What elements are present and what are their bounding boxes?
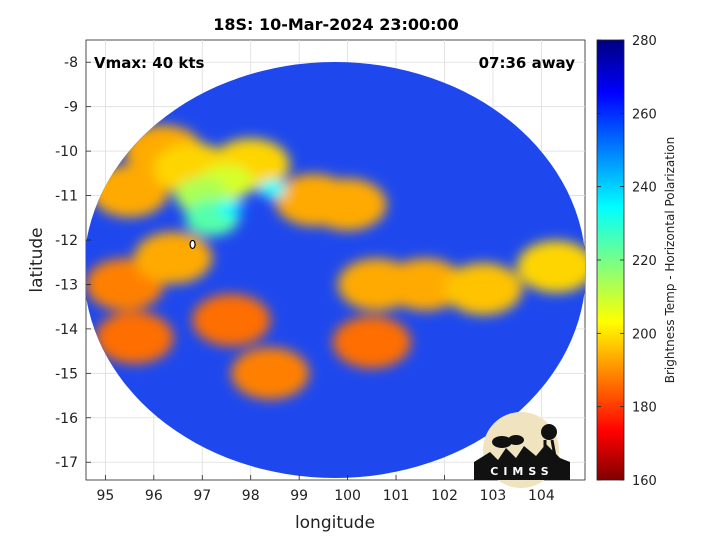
tb-feature <box>386 258 465 311</box>
colorbar-tick-label: 160 <box>632 474 657 489</box>
vmax-annotation: Vmax: 40 kts <box>94 54 204 72</box>
colorbar-tick-label: 180 <box>632 401 657 416</box>
tb-features <box>86 125 585 400</box>
storm-center-point <box>189 239 196 250</box>
x-tick-label: 96 <box>145 488 163 504</box>
y-tick-label: -11 <box>55 189 78 205</box>
tb-feature <box>308 178 387 231</box>
y-tick-label: -14 <box>55 322 78 338</box>
colorbar-tick-label: 240 <box>632 181 657 196</box>
x-tick-label: 99 <box>290 488 308 504</box>
y-tick-label: -15 <box>55 366 78 382</box>
tb-feature <box>95 311 174 364</box>
tb-feature <box>90 165 169 218</box>
x-tick-label: 100 <box>334 488 361 504</box>
x-tick-label: 103 <box>480 488 507 504</box>
colorbar-tick-label: 280 <box>632 34 657 49</box>
tb-feature <box>134 231 213 284</box>
y-tick-label: -17 <box>55 455 78 471</box>
time-away-annotation: 07:36 away <box>479 54 576 72</box>
chart-title: 18S: 10-Mar-2024 23:00:00 <box>213 15 459 34</box>
colorbar <box>596 39 625 481</box>
x-tick-label: 98 <box>242 488 260 504</box>
tb-feature <box>192 294 271 346</box>
x-tick-label: 97 <box>193 488 211 504</box>
tb-feature <box>259 179 287 198</box>
cimss-logo: CIMSS <box>474 412 570 488</box>
y-tick-label: -13 <box>55 277 78 293</box>
colorbar-tick-label: 200 <box>632 327 657 342</box>
y-tick-label: -9 <box>64 100 78 116</box>
y-tick-label: -16 <box>55 411 78 427</box>
storm-center-marker <box>189 239 196 250</box>
tb-feature <box>233 206 249 217</box>
colorbar-tick-label: 260 <box>632 107 657 122</box>
tb-feature <box>444 262 523 315</box>
colorbar-tick-label: 220 <box>632 254 657 269</box>
y-axis-label: latitude <box>27 227 47 292</box>
x-axis-ticks: 95 96 97 98 99 100 101 102 103 104 <box>96 475 555 504</box>
y-tick-label: -8 <box>64 55 78 71</box>
y-tick-label: -12 <box>55 233 78 249</box>
colorbar-ticks: 160 180 200 220 240 260 280 <box>597 34 657 489</box>
x-tick-label: 95 <box>96 488 114 504</box>
y-axis-ticks: -8 -9 -10 -11 -12 -13 -14 -15 -16 -17 <box>55 55 91 471</box>
tb-feature <box>516 240 585 293</box>
x-axis-label: longitude <box>295 513 375 533</box>
x-tick-label: 104 <box>528 488 555 504</box>
tb-feature <box>332 316 411 369</box>
cimss-logo-text: CIMSS <box>490 465 553 478</box>
y-tick-label: -10 <box>55 144 78 160</box>
x-tick-label: 102 <box>431 488 458 504</box>
tb-feature <box>231 347 310 400</box>
x-tick-label: 101 <box>383 488 410 504</box>
swath-disc <box>86 62 585 478</box>
colorbar-label: Brightness Temp - Horizontal Polarizatio… <box>663 137 677 384</box>
